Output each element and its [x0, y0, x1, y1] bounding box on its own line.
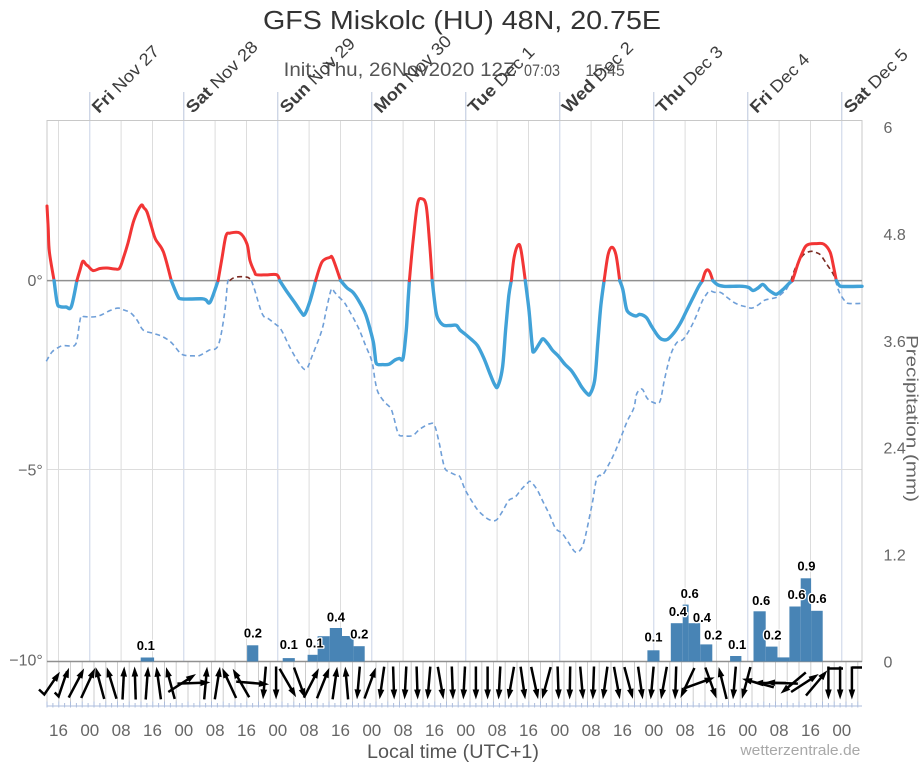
svg-text:08: 08 [206, 721, 225, 740]
svg-text:0.2: 0.2 [704, 627, 722, 642]
svg-text:6: 6 [884, 120, 893, 137]
svg-text:wetterzentrale.de: wetterzentrale.de [739, 742, 860, 759]
svg-text:08: 08 [770, 721, 789, 740]
svg-text:3.6: 3.6 [884, 334, 906, 351]
svg-text:−10°: −10° [9, 652, 43, 669]
svg-text:0.2: 0.2 [350, 627, 368, 642]
svg-text:0.1: 0.1 [644, 629, 662, 644]
svg-text:00: 00 [644, 721, 663, 740]
svg-text:0.4: 0.4 [669, 604, 688, 619]
svg-text:00: 00 [80, 721, 99, 740]
svg-text:08: 08 [112, 721, 131, 740]
svg-text:0.6: 0.6 [752, 593, 770, 608]
svg-text:0.6: 0.6 [681, 586, 699, 601]
svg-text:GFS Miskolc (HU) 48N, 20.75E: GFS Miskolc (HU) 48N, 20.75E [263, 5, 661, 35]
svg-text:08: 08 [300, 721, 319, 740]
svg-text:00: 00 [456, 721, 475, 740]
svg-text:0.4: 0.4 [693, 610, 712, 625]
svg-text:0.2: 0.2 [763, 627, 781, 642]
svg-text:Local time (UTC+1): Local time (UTC+1) [367, 742, 539, 763]
svg-text:00: 00 [268, 721, 287, 740]
svg-text:0.1: 0.1 [728, 637, 746, 652]
svg-text:08: 08 [676, 721, 695, 740]
svg-text:16: 16 [143, 721, 162, 740]
svg-text:16: 16 [49, 721, 68, 740]
svg-text:0.6: 0.6 [809, 591, 827, 606]
svg-text:16: 16 [519, 721, 538, 740]
svg-text:00: 00 [832, 721, 851, 740]
svg-text:16: 16 [707, 721, 726, 740]
svg-text:08: 08 [488, 721, 507, 740]
svg-text:00: 00 [362, 721, 381, 740]
svg-text:16: 16 [613, 721, 632, 740]
svg-text:0°: 0° [28, 273, 43, 290]
svg-text:4.8: 4.8 [884, 227, 906, 244]
svg-text:0: 0 [884, 654, 893, 671]
svg-text:0.2: 0.2 [244, 626, 262, 641]
svg-text:0.1: 0.1 [280, 637, 298, 652]
svg-text:0.1: 0.1 [137, 638, 155, 653]
svg-text:08: 08 [394, 721, 413, 740]
svg-text:0.1: 0.1 [306, 636, 324, 651]
svg-text:−5°: −5° [18, 463, 43, 480]
svg-text:1.2: 1.2 [884, 548, 906, 565]
svg-text:Precipitation (mm): Precipitation (mm) [903, 335, 921, 502]
svg-text:0.4: 0.4 [327, 609, 346, 624]
svg-text:0.6: 0.6 [787, 587, 805, 602]
svg-text:16: 16 [331, 721, 350, 740]
svg-text:16: 16 [801, 721, 820, 740]
svg-text:00: 00 [174, 721, 193, 740]
svg-text:16: 16 [237, 721, 256, 740]
svg-text:0.9: 0.9 [797, 559, 815, 574]
svg-text:00: 00 [550, 721, 569, 740]
svg-text:16: 16 [425, 721, 444, 740]
svg-text:08: 08 [582, 721, 601, 740]
svg-text:00: 00 [738, 721, 757, 740]
svg-text:2.4: 2.4 [884, 441, 906, 458]
